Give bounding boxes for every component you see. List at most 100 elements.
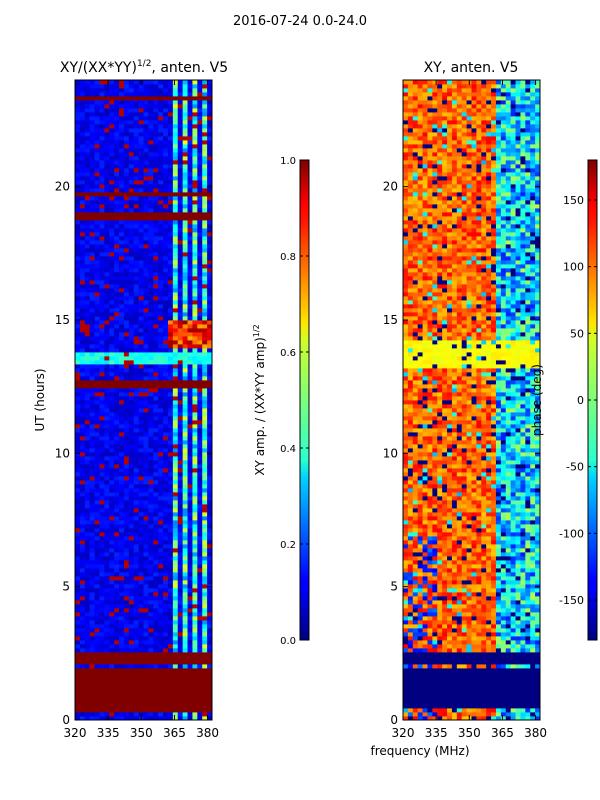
heatmap-cell [486, 676, 492, 681]
heatmap-cell [172, 204, 179, 209]
heatmap-cell [119, 88, 125, 93]
heatmap-cell [403, 704, 409, 709]
heatmap-cell [99, 644, 105, 649]
heatmap-cell [119, 180, 125, 185]
heatmap-cell [75, 616, 81, 621]
heatmap-cell [89, 392, 95, 397]
heatmap-cell [148, 584, 154, 589]
heatmap-cell [148, 432, 154, 437]
heatmap-cell [75, 572, 81, 577]
heatmap-cell [94, 376, 100, 381]
heatmap-cell [187, 444, 193, 449]
heatmap-cell [75, 476, 81, 481]
heatmap-cell [207, 544, 213, 549]
heatmap-cell [158, 164, 164, 169]
heatmap-cell [128, 656, 135, 661]
heatmap-cell [158, 696, 164, 701]
heatmap-cell [99, 132, 105, 137]
heatmap-cell [163, 432, 169, 437]
heatmap-cell [79, 668, 86, 673]
heatmap-cell [177, 392, 184, 397]
heatmap-cell [143, 248, 149, 253]
heatmap-cell [109, 196, 115, 201]
heatmap-cell [138, 672, 144, 677]
heatmap-cell [476, 664, 482, 669]
heatmap-cell [99, 468, 105, 473]
heatmap-cell [128, 240, 135, 245]
heatmap-cell [133, 108, 139, 113]
heatmap-cell [94, 200, 100, 205]
heatmap-cell [143, 352, 149, 357]
heatmap-cell [192, 428, 198, 433]
heatmap-cell [138, 208, 144, 213]
heatmap-cell [143, 400, 149, 405]
heatmap-cell [202, 428, 208, 433]
heatmap-cell [114, 80, 120, 85]
heatmap-cell [138, 376, 144, 381]
heatmap-cell [520, 672, 526, 677]
left-panel-title: XY/(XX*YY)1/2, anten. V5 [60, 59, 228, 76]
heatmap-cell [89, 144, 95, 149]
heatmap-cell [202, 396, 208, 401]
heatmap-cell [167, 640, 174, 645]
heatmap-cell [163, 456, 169, 461]
heatmap-cell [75, 280, 81, 285]
heatmap-cell [432, 676, 438, 681]
heatmap-cell [167, 200, 174, 205]
heatmap-cell [123, 488, 130, 493]
heatmap-cell [128, 344, 135, 349]
heatmap-cell [422, 712, 428, 717]
heatmap-cell [138, 316, 144, 321]
heatmap-cell [167, 152, 174, 157]
heatmap-cell [202, 124, 208, 129]
heatmap-cell [153, 104, 159, 109]
heatmap-cell [99, 664, 105, 669]
heatmap-cell [182, 232, 188, 237]
heatmap-cell [79, 444, 86, 449]
heatmap-cell [535, 676, 541, 681]
heatmap-cell [163, 244, 169, 249]
heatmap-cell [114, 504, 120, 509]
heatmap-cell [192, 500, 198, 505]
heatmap-cell [84, 352, 91, 357]
heatmap-cell [207, 124, 213, 129]
heatmap-cell [177, 524, 184, 529]
heatmap-cell [177, 372, 184, 377]
heatmap-cell [109, 92, 115, 97]
heatmap-cell [75, 80, 81, 85]
heatmap-cell [495, 700, 502, 705]
heatmap-cell [114, 376, 120, 381]
heatmap-cell [94, 640, 100, 645]
heatmap-cell [197, 104, 203, 109]
heatmap-cell [138, 612, 144, 617]
heatmap-cell [99, 356, 105, 361]
heatmap-cell [163, 268, 169, 273]
heatmap-cell [163, 668, 169, 673]
heatmap-cell [177, 124, 184, 129]
heatmap-cell [128, 636, 135, 641]
heatmap-cell [138, 468, 144, 473]
heatmap-cell [158, 260, 164, 265]
heatmap-cell [202, 400, 208, 405]
heatmap-cell [138, 488, 144, 493]
heatmap-cell [84, 560, 91, 565]
heatmap-cell [84, 644, 91, 649]
heatmap-cell [114, 660, 120, 665]
heatmap-cell [99, 428, 105, 433]
heatmap-cell [481, 656, 487, 661]
heatmap-cell [75, 480, 81, 485]
heatmap-cell [207, 604, 213, 609]
heatmap-cell [128, 628, 135, 633]
heatmap-cell [75, 236, 81, 241]
heatmap-cell [143, 696, 149, 701]
heatmap-cell [422, 656, 428, 661]
heatmap-cell [114, 588, 120, 593]
heatmap-cell [192, 444, 198, 449]
heatmap-cell [119, 464, 125, 469]
heatmap-cell [197, 564, 203, 569]
heatmap-cell [114, 552, 120, 557]
heatmap-cell [79, 424, 86, 429]
heatmap-cell [197, 192, 203, 197]
heatmap-cell [123, 276, 130, 281]
heatmap-cell [89, 564, 95, 569]
